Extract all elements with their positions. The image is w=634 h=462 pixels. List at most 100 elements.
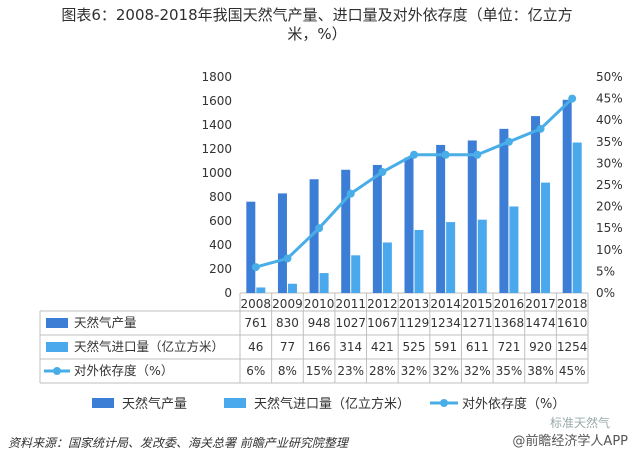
bar-imports bbox=[256, 287, 266, 293]
x-tick-label: 2014 bbox=[430, 297, 461, 311]
bars-group bbox=[246, 99, 582, 294]
left-tick-label: 1000 bbox=[201, 166, 232, 180]
legend-key-production bbox=[92, 398, 114, 408]
bar-production bbox=[499, 128, 509, 293]
right-tick-label: 25% bbox=[596, 178, 623, 192]
table-cell: 23% bbox=[337, 364, 364, 378]
bar-imports bbox=[541, 182, 551, 293]
table-cell: 1234 bbox=[430, 316, 461, 330]
table-cell: 35% bbox=[496, 364, 523, 378]
dependency-point bbox=[378, 168, 387, 177]
data-table: 2008 2009 2010 2011 2012 2013 2014 2015 2016 2017… bbox=[39, 293, 589, 384]
right-tick-label: 40% bbox=[596, 113, 623, 127]
left-tick-label: 400 bbox=[209, 238, 232, 252]
table-cell: 920 bbox=[529, 340, 552, 354]
table-cell: 46 bbox=[248, 340, 263, 354]
table-cell: 15% bbox=[306, 364, 333, 378]
table-cell: 721 bbox=[497, 340, 520, 354]
table-row-label: 天然气进口量（亿立方米） bbox=[74, 339, 224, 354]
dependency-point bbox=[315, 224, 324, 233]
table-key-dependency-dot bbox=[53, 367, 61, 375]
left-tick-label: 600 bbox=[209, 214, 232, 228]
left-tick-label: 1600 bbox=[201, 94, 232, 108]
table-cell: 32% bbox=[432, 364, 459, 378]
right-tick-label: 35% bbox=[596, 135, 623, 149]
table-cell: 1610 bbox=[557, 316, 588, 330]
left-tick-label: 1400 bbox=[201, 118, 232, 132]
table-cell: 28% bbox=[369, 364, 396, 378]
bar-imports bbox=[319, 273, 329, 293]
right-tick-label: 45% bbox=[596, 92, 623, 106]
legend-label: 天然气进口量（亿立方米） bbox=[254, 396, 410, 412]
table-row-label: 对外依存度（%） bbox=[74, 363, 173, 378]
table-key-production bbox=[46, 318, 68, 328]
table-cell: 1271 bbox=[462, 316, 493, 330]
dependency-point bbox=[251, 263, 260, 272]
bar-imports bbox=[572, 142, 582, 293]
chart-title: 图表6：2008-2018年我国天然气产量、进口量及对外依存度（单位：亿立方 米… bbox=[0, 6, 634, 44]
x-tick-label: 2015 bbox=[462, 297, 493, 311]
x-tick-label: 2018 bbox=[557, 297, 588, 311]
legend-label: 对外依存度（%） bbox=[462, 396, 565, 412]
bar-production bbox=[277, 193, 287, 293]
x-tick-label: 2008 bbox=[241, 297, 272, 311]
left-tick-label: 800 bbox=[209, 190, 232, 204]
left-tick-label: 1200 bbox=[201, 142, 232, 156]
bar-production bbox=[309, 179, 319, 293]
right-tick-label: 5% bbox=[596, 264, 615, 278]
right-tick-label: 30% bbox=[596, 156, 623, 170]
bar-imports bbox=[446, 222, 456, 293]
table-cell: 32% bbox=[464, 364, 491, 378]
table-row-label: 天然气产量 bbox=[74, 315, 137, 330]
dependency-point bbox=[536, 124, 545, 133]
bar-imports bbox=[414, 230, 424, 293]
right-tick-label: 10% bbox=[596, 243, 623, 257]
table-key-imports bbox=[46, 342, 68, 352]
x-tick-label: 2013 bbox=[399, 297, 430, 311]
right-tick-label: 0% bbox=[596, 286, 615, 300]
bar-production bbox=[246, 201, 256, 293]
table-cell: 830 bbox=[276, 316, 299, 330]
table-cell: 1129 bbox=[399, 316, 430, 330]
bar-production bbox=[404, 157, 414, 293]
source-note: 资料来源：国家统计局、发改委、海关总署 前瞻产业研究院整理 bbox=[8, 436, 348, 450]
x-tick-label: 2016 bbox=[494, 297, 525, 311]
left-tick-label: 200 bbox=[209, 262, 232, 276]
bar-production bbox=[436, 144, 446, 293]
table-cell: 611 bbox=[466, 340, 489, 354]
table-cell: 8% bbox=[278, 364, 297, 378]
bar-imports bbox=[509, 206, 519, 293]
left-tick-label: 0 bbox=[224, 286, 232, 300]
bar-imports bbox=[351, 255, 361, 293]
legend-key-imports bbox=[224, 398, 246, 408]
bar-imports bbox=[382, 242, 392, 293]
dependency-point bbox=[283, 254, 292, 263]
bar-production bbox=[562, 99, 572, 293]
legend-key-dependency-dot bbox=[440, 399, 448, 407]
x-tick-label: 2012 bbox=[367, 297, 398, 311]
watermark-small: 标准天然气 bbox=[549, 416, 610, 430]
chart-title-line1: 图表6：2008-2018年我国天然气产量、进口量及对外依存度（单位：亿立方 bbox=[61, 6, 573, 24]
table-cell: 591 bbox=[434, 340, 457, 354]
table-cell: 1027 bbox=[335, 316, 366, 330]
bar-production bbox=[531, 116, 541, 294]
right-tick-label: 50% bbox=[596, 70, 623, 84]
table-cell: 1474 bbox=[525, 316, 556, 330]
table-cell: 1254 bbox=[557, 340, 588, 354]
table-cell: 761 bbox=[244, 316, 267, 330]
table-cell: 525 bbox=[403, 340, 426, 354]
legend: 天然气产量 天然气进口量（亿立方米） 对外依存度（%） bbox=[92, 396, 565, 412]
bar-imports bbox=[477, 219, 487, 293]
table-cell: 948 bbox=[308, 316, 331, 330]
watermark: @前瞻经济学人APP bbox=[512, 434, 628, 449]
bar-production bbox=[467, 140, 477, 293]
chart-title-line2: 米，%） bbox=[287, 25, 347, 43]
bar-imports bbox=[287, 283, 297, 293]
table-cell: 32% bbox=[401, 364, 428, 378]
table-cell: 166 bbox=[308, 340, 331, 354]
legend-label: 天然气产量 bbox=[122, 396, 187, 412]
x-tick-label: 2010 bbox=[304, 297, 335, 311]
table-cell: 38% bbox=[527, 364, 554, 378]
table-cell: 421 bbox=[371, 340, 394, 354]
